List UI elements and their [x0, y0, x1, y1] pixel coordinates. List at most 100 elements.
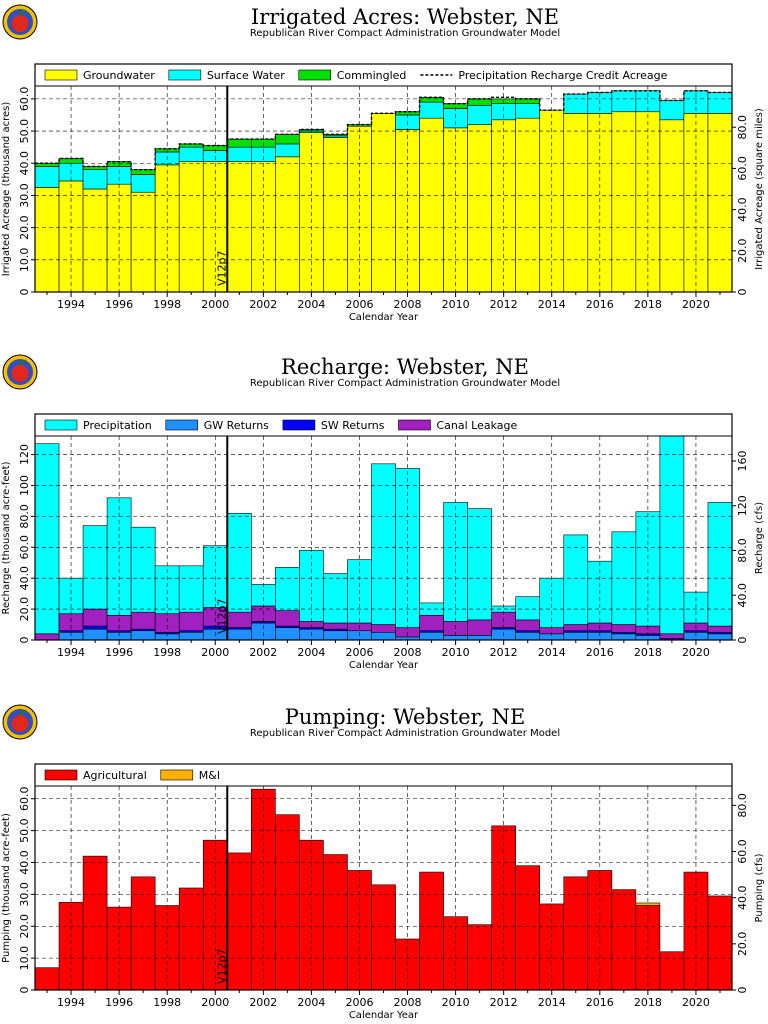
bar-gw-returns-2015 [563, 631, 589, 641]
bar-canal-leakage-1995 [82, 608, 108, 627]
bar-commingled-2009 [419, 96, 444, 103]
x-tick-label: 2004 [297, 646, 325, 659]
bar-precipitation-2015 [563, 534, 589, 625]
x-axis-label: Calendar Year [349, 1010, 419, 1021]
y2-axis-label: Pumping (cfs) [754, 853, 765, 922]
gridlines [35, 86, 732, 292]
legend-swatch [165, 419, 199, 431]
bar-gw-returns-2007 [371, 631, 396, 641]
x-tick-label: 2016 [586, 298, 614, 311]
bar-canal-leakage-2019 [659, 633, 685, 639]
bar-agricultural-2019 [659, 951, 685, 991]
bar-gw-returns-2011 [467, 635, 492, 641]
y-axis-left: 0 10.0 20.0 30.0 40.0 50.0 60.0 [18, 787, 35, 994]
x-tick-label: 1996 [105, 298, 133, 311]
y-tick-label: 50.0 [18, 818, 31, 843]
chart-title: Recharge: Webster, NE [281, 355, 529, 379]
bar-precipitation-1999 [178, 565, 204, 613]
y2-tick-label: 0 [736, 289, 749, 296]
bar-agricultural-2015 [563, 876, 589, 991]
bar-groundwater-1997 [130, 191, 156, 293]
bar-precipitation-2002 [251, 584, 276, 607]
bar-groundwater-2020 [683, 113, 709, 293]
bar-agricultural-2021 [707, 895, 733, 991]
chart-title: Pumping: Webster, NE [285, 705, 526, 729]
legend: Agricultural M&I [34, 763, 733, 787]
bar-canal-leakage-2005 [323, 622, 348, 630]
bar-surface-water-1993 [34, 166, 60, 188]
logo-1 [2, 4, 38, 40]
legend-swatch [168, 69, 202, 81]
x-tick-label: 2014 [538, 646, 566, 659]
chart-subtitle: Republican River Compact Administration … [250, 728, 560, 739]
bar-groundwater-1999 [178, 161, 204, 293]
x-axis: 1994 1996 1998 2000 2002 2004 2006 2008 2010 2012… [46, 990, 721, 1009]
logo-apple [11, 365, 29, 382]
bar-precipitation-1995 [82, 525, 108, 610]
x-tick-label: 2014 [538, 996, 566, 1009]
bar-surface-water-2011 [467, 105, 492, 125]
legend-label: Precipitation [83, 419, 152, 432]
bar-gw-returns-2005 [323, 630, 348, 641]
y-tick-label: 10.0 [18, 248, 31, 273]
bar-gw-returns-2001 [226, 628, 252, 641]
x-tick-label: 1994 [57, 298, 85, 311]
y-tick-label: 0 [18, 987, 31, 994]
bar-canal-leakage-1997 [130, 611, 156, 630]
y2-tick-label: 0 [736, 987, 749, 994]
logo-apple [11, 15, 29, 32]
version-marker-label: V12p7 [215, 948, 228, 984]
x-tick-label: 2020 [682, 646, 710, 659]
chart-title: Irrigated Acres: Webster, NE [251, 5, 559, 29]
bar-surface-water-2013 [515, 103, 541, 119]
bar-precipitation-1993 [34, 443, 60, 635]
bar-agricultural-2005 [323, 854, 348, 991]
x-tick-label: 1996 [105, 646, 133, 659]
legend-swatch [282, 419, 316, 431]
y-tick-label: 20.0 [18, 597, 31, 622]
y-axis-left: 0 20.0 40.0 60.0 80.0 100 120 [18, 444, 35, 644]
y-axis-left: 0 10.0 20.0 30.0 40.0 50.0 60.0 [18, 87, 35, 296]
legend-label: Agricultural [83, 769, 147, 782]
bar-groundwater-2019 [659, 119, 685, 293]
bar-agricultural-1999 [178, 887, 204, 991]
x-tick-label: 2012 [490, 646, 518, 659]
x-tick-label: 2012 [490, 298, 518, 311]
legend-label: Commingled [337, 69, 407, 82]
y-axis-label: Recharge (thousand acre-feet) [1, 461, 12, 614]
x-tick-label: 2018 [634, 996, 662, 1009]
x-tick-label: 2006 [345, 298, 373, 311]
legend-label: M&I [199, 769, 220, 782]
bar-surface-water-2017 [611, 90, 637, 113]
y-axis-label: Pumping (thousand acre-feet) [1, 813, 12, 963]
bar-groundwater-2007 [371, 113, 396, 293]
bar-gw-returns-2017 [611, 633, 637, 641]
bar-canal-leakage-2011 [467, 619, 492, 636]
y-tick-label: 20.0 [18, 215, 31, 240]
x-tick-label: 1996 [105, 996, 133, 1009]
y-tick-label: 60.0 [18, 787, 31, 812]
version-marker-label: V12p7 [215, 598, 228, 634]
y2-axis-label: Irrigated Acreage (square miles) [754, 108, 765, 270]
x-axis: 1994 1996 1998 2000 2002 2004 2006 2008 2010 2012… [46, 292, 721, 311]
y2-tick-label: 80.0 [736, 793, 749, 818]
logo-leaf [19, 9, 27, 16]
x-tick-label: 2018 [634, 298, 662, 311]
gridlines [35, 436, 732, 640]
y-tick-label: 100 [18, 475, 31, 496]
y-tick-label: 120 [18, 444, 31, 465]
bar-gw-returns-1995 [82, 628, 108, 641]
bar-groundwater-2008 [395, 129, 420, 293]
y-tick-label: 10.0 [18, 946, 31, 971]
x-tick-label: 2004 [297, 298, 325, 311]
y-axis-right: 0 20.0 40.0 60.0 80.0 [732, 115, 749, 296]
x-tick-label: 2018 [634, 646, 662, 659]
legend-swatch [398, 419, 431, 431]
bar-groundwater-2001 [226, 161, 252, 293]
y-tick-label: 0 [18, 289, 31, 296]
y-axis-right: 0 20.0 40.0 60.0 80.0 [732, 793, 749, 994]
x-tick-label: 1994 [57, 646, 85, 659]
